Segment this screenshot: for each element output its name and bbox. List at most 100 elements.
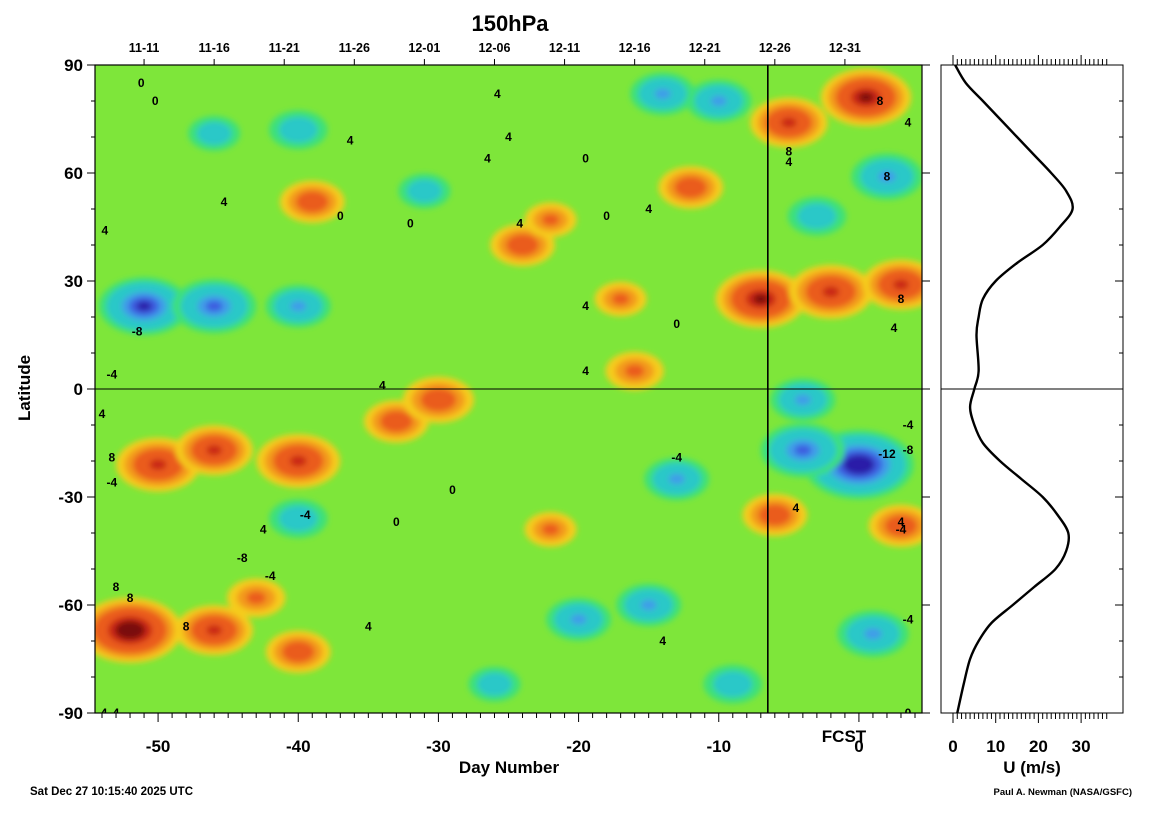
westerly-maximum-25: [524, 511, 577, 547]
contour-label: 8: [785, 144, 792, 158]
date-tick-label: 12-11: [549, 41, 580, 55]
contour-label: -4: [903, 612, 914, 626]
contour-label: 0: [449, 483, 456, 497]
date-tick-label: 11-21: [269, 41, 300, 55]
westerly-maximum-9: [175, 605, 253, 656]
contour-label: 4: [645, 202, 652, 216]
footer-timestamp: Sat Dec 27 10:15:40 2025 UTC: [30, 786, 193, 798]
westerly-maximum-5: [256, 434, 341, 488]
y-tick-label: -90: [58, 704, 83, 723]
contour-label: 8: [183, 620, 190, 634]
x-tick-label: 0: [854, 737, 863, 756]
profile-x-axis-title: U (m/s): [1003, 758, 1061, 777]
contour-label: -4: [106, 368, 117, 382]
contour-label: 4: [785, 155, 792, 169]
westerly-maximum-24: [868, 504, 922, 548]
westerly-maximum-19: [820, 68, 912, 127]
easterly-minimum-36: [644, 457, 710, 501]
contour-label: 8: [108, 450, 115, 464]
contour-label: 0: [603, 209, 610, 223]
westerly-maximum-16: [605, 351, 664, 391]
contour-label: 4: [260, 522, 267, 536]
x-tick-label: -40: [286, 737, 311, 756]
contour-label: 8: [113, 580, 120, 594]
contour-label: 4: [347, 134, 354, 148]
contour-label: 4: [379, 378, 386, 392]
y-tick-label: 90: [64, 56, 83, 75]
easterly-minimum-30: [686, 79, 752, 123]
contour-label: 4: [516, 216, 523, 230]
contour-label: -4: [300, 508, 311, 522]
y-tick-label: 0: [74, 380, 83, 399]
contour-label: 4: [505, 130, 512, 144]
westerly-maximum-11: [226, 578, 286, 618]
contour-label: -8: [132, 324, 143, 338]
date-tick-label: 12-06: [478, 41, 510, 55]
westerly-maximum-14: [524, 202, 577, 238]
contour-label: -4: [106, 476, 117, 490]
contour-label: 4: [898, 515, 905, 529]
x-tick-label: -20: [566, 737, 591, 756]
contour-label: 4: [659, 634, 666, 648]
westerly-maximum-18: [750, 97, 828, 148]
contour-label: 0: [582, 152, 589, 166]
contour-label: -4: [671, 450, 682, 464]
westerly-maximum-8: [95, 597, 182, 663]
easterly-minimum-38: [188, 115, 241, 151]
contour-label: 4: [221, 195, 228, 209]
date-tick-label: 12-21: [689, 41, 721, 55]
westerly-maximum-10: [265, 630, 331, 674]
easterly-minimum-0: [98, 277, 190, 336]
contour-label: 0: [673, 317, 680, 331]
y-tick-label: -60: [58, 596, 83, 615]
easterly-minimum-1: [172, 279, 257, 334]
y-tick-label: -30: [58, 488, 83, 507]
y-tick-label: 60: [64, 164, 83, 183]
contour-label: -4: [896, 522, 907, 536]
contour-label: 8: [877, 94, 884, 108]
wind-profile-plot: [940, 64, 1124, 714]
contour-label: 4: [113, 706, 120, 720]
contour-label: 8: [898, 292, 905, 306]
date-tick-labels: 11-11 11-16 11-21 11-26 12-01 12-06 12-11 12-16…: [129, 41, 861, 65]
contour-label: -8: [237, 551, 248, 565]
westerly-maximum-20: [715, 270, 807, 328]
contour-label: 4: [101, 224, 108, 238]
contour-label: 8: [884, 170, 891, 184]
date-tick-label: 11-26: [339, 41, 370, 55]
easterly-minimum-39: [269, 110, 328, 150]
heatmap-y-axis: -90 -60 -30 0 30 60 90: [58, 56, 930, 723]
footer-credit: Paul A. Newman (NASA/GSFC): [994, 787, 1132, 798]
contour-label: 0: [407, 216, 414, 230]
contour-label: 4: [793, 501, 800, 515]
easterly-minimum-32: [787, 196, 847, 236]
easterly-minimum-42: [398, 173, 451, 209]
contour-label: -12: [878, 447, 896, 461]
easterly-minimum-41: [703, 664, 762, 704]
easterly-minimum-2: [265, 284, 331, 328]
date-tick-label: 12-26: [759, 41, 791, 55]
westerly-maximum-22: [862, 259, 922, 310]
easterly-minimum-34: [616, 583, 682, 627]
y-axis-title: Latitude: [15, 355, 34, 421]
contour-label: -4: [903, 418, 914, 432]
y-tick-label: 30: [64, 272, 83, 291]
contour-label: -8: [903, 443, 914, 457]
easterly-minimum-27: [760, 423, 845, 478]
westerly-maximum-21: [788, 264, 873, 319]
contour-label: 0: [138, 76, 145, 90]
contour-label: 4: [905, 116, 912, 130]
profile-x-tick-label: 20: [1029, 737, 1048, 756]
easterly-minimum-31: [851, 153, 922, 200]
westerly-maximum-4: [175, 425, 253, 476]
chart-title: 150hPa: [471, 11, 549, 36]
contour-label: 0: [393, 515, 400, 529]
easterly-minimum-37: [269, 499, 328, 538]
contour-label: -4: [265, 569, 276, 583]
profile-x-tick-label: 10: [986, 737, 1005, 756]
x-tick-label: -30: [426, 737, 451, 756]
contour-label: -4: [97, 706, 108, 720]
profile-x-tick-label: 0: [948, 737, 957, 756]
